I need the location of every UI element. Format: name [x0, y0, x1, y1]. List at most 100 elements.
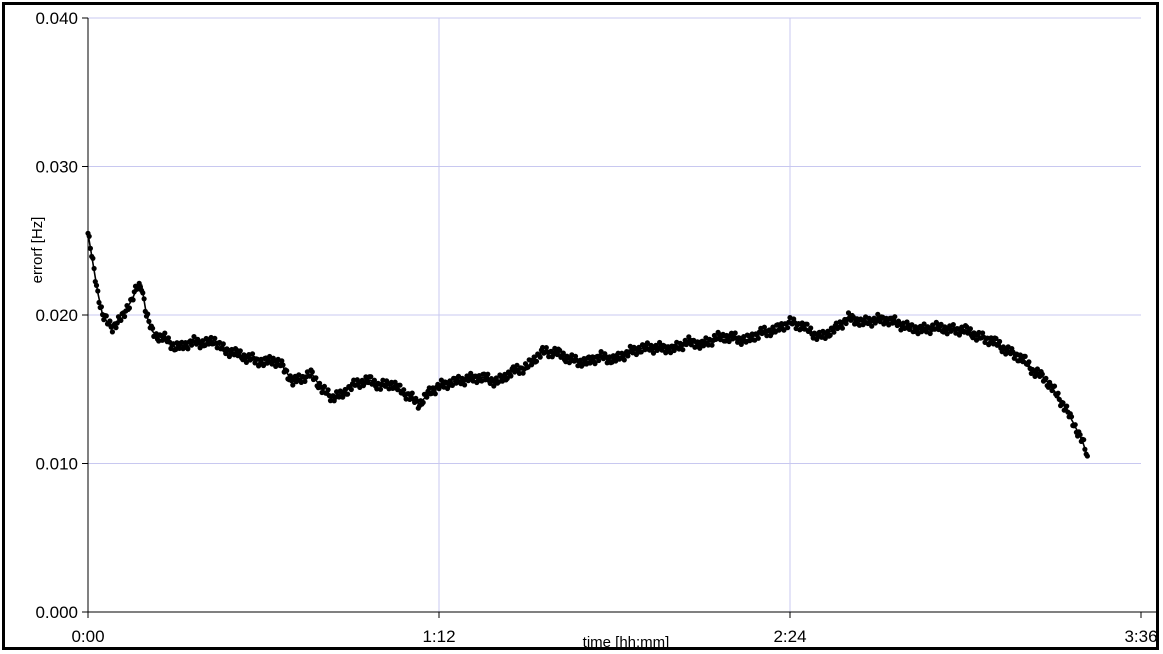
data-point — [327, 398, 334, 404]
data-point — [1026, 359, 1032, 365]
data-point — [657, 339, 663, 346]
data-point — [280, 362, 286, 368]
data-point — [145, 311, 151, 317]
data-point — [321, 383, 327, 389]
data-point — [732, 330, 738, 336]
x-tick-label: 3:36 — [1124, 627, 1157, 646]
data-point — [317, 380, 323, 386]
x-axis-label: time [hh:mm] — [583, 634, 670, 651]
data-point — [839, 325, 846, 331]
data-point — [1081, 437, 1087, 443]
data-point — [93, 282, 100, 288]
data-point — [921, 321, 927, 327]
data-point — [869, 323, 875, 329]
data-point — [237, 348, 243, 354]
data-point — [279, 358, 285, 364]
data-point — [636, 344, 642, 350]
data-point — [508, 373, 514, 379]
data-point — [103, 313, 109, 319]
data-point — [309, 369, 315, 375]
data-point — [348, 386, 354, 393]
data-point — [409, 390, 415, 396]
data-point — [650, 350, 657, 356]
y-tick-label: 0.030 — [35, 158, 78, 177]
x-tick-label: 0:00 — [71, 627, 104, 646]
data-point — [755, 335, 761, 341]
data-point — [728, 330, 735, 336]
data-point — [212, 335, 218, 341]
data-point — [845, 310, 852, 316]
data-point — [761, 324, 768, 330]
data-point — [325, 387, 331, 393]
data-point — [596, 357, 602, 364]
data-point — [619, 350, 625, 356]
axes — [82, 17, 1156, 618]
data-point — [1039, 371, 1045, 377]
data-point — [243, 359, 249, 365]
data-point — [825, 328, 831, 334]
data-point — [520, 370, 526, 376]
data-point — [91, 265, 97, 272]
data-point — [625, 353, 631, 359]
data-point — [514, 362, 520, 368]
data-point — [90, 255, 96, 261]
data-point — [592, 361, 598, 367]
data-point — [176, 345, 182, 351]
data-point — [191, 334, 197, 340]
data-point — [109, 329, 115, 335]
data-point — [615, 350, 621, 356]
x-tick-label: 1:12 — [422, 627, 455, 646]
data-point — [126, 305, 132, 311]
data-point — [185, 346, 191, 352]
data-point — [808, 325, 814, 331]
data-point — [1077, 432, 1083, 438]
y-tick-label: 0.040 — [35, 9, 78, 28]
data-point — [1072, 422, 1078, 428]
data-point — [432, 391, 438, 397]
data-point — [107, 318, 113, 324]
data-point — [659, 347, 665, 353]
data-point — [252, 360, 258, 366]
data-point — [938, 321, 944, 327]
data-point — [531, 354, 537, 360]
data-point — [302, 378, 308, 384]
data-point — [621, 357, 627, 363]
data-point — [944, 331, 950, 337]
data-point — [141, 296, 147, 302]
data-point — [146, 318, 152, 324]
data-point — [377, 386, 384, 392]
data-point — [290, 382, 296, 388]
data-point — [543, 345, 549, 351]
data-point — [113, 325, 119, 331]
data-point — [554, 351, 560, 358]
data-point — [287, 373, 293, 379]
data-point — [950, 322, 956, 328]
data-point — [249, 351, 256, 357]
data-point — [537, 354, 543, 360]
data-point — [502, 371, 508, 377]
data-point — [491, 383, 497, 389]
data-point — [997, 338, 1003, 345]
data-point — [101, 317, 107, 323]
data-point — [827, 332, 833, 338]
data-point — [98, 304, 104, 310]
data-point — [930, 322, 936, 328]
data-point — [87, 245, 93, 251]
y-tick-label: 0.000 — [35, 603, 78, 622]
data-point — [122, 313, 128, 320]
data-point — [540, 344, 546, 351]
data-point — [785, 325, 791, 331]
data-point — [493, 375, 499, 381]
data-point — [130, 297, 136, 303]
data-point — [313, 375, 319, 381]
data-point — [1068, 414, 1075, 420]
series-errorf — [85, 230, 1090, 459]
data-point — [764, 333, 770, 339]
y-axis-label: errorf [Hz] — [29, 217, 46, 284]
series-line — [87, 233, 1089, 457]
data-point — [892, 314, 898, 320]
data-point — [401, 387, 407, 393]
data-point — [831, 329, 837, 335]
data-point — [1064, 403, 1070, 409]
